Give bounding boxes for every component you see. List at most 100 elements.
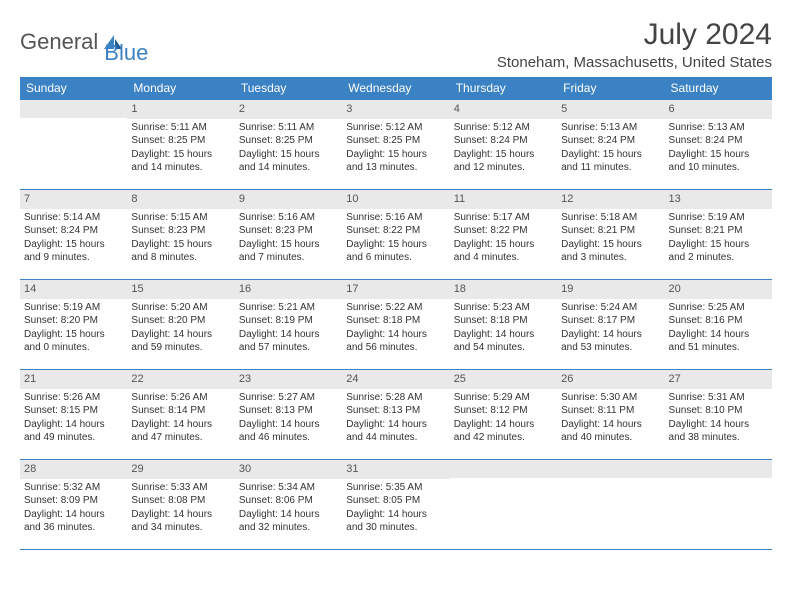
day-number: 27 [665, 370, 772, 389]
sunset-text: Sunset: 8:24 PM [454, 134, 553, 148]
sunset-text: Sunset: 8:24 PM [669, 134, 768, 148]
day-number: 15 [127, 280, 234, 299]
day-body: Sunrise: 5:19 AMSunset: 8:21 PMDaylight:… [665, 209, 772, 271]
calendar-day-cell: 2Sunrise: 5:11 AMSunset: 8:25 PMDaylight… [235, 100, 342, 190]
sunset-text: Sunset: 8:12 PM [454, 404, 553, 418]
sunrise-text: Sunrise: 5:35 AM [346, 481, 445, 495]
calendar-day-cell: 12Sunrise: 5:18 AMSunset: 8:21 PMDayligh… [557, 190, 664, 280]
daylight-text: Daylight: 15 hours and 10 minutes. [669, 148, 768, 175]
day-body: Sunrise: 5:16 AMSunset: 8:23 PMDaylight:… [235, 209, 342, 271]
daylight-text: Daylight: 15 hours and 0 minutes. [24, 328, 123, 355]
sunrise-text: Sunrise: 5:27 AM [239, 391, 338, 405]
sunset-text: Sunset: 8:09 PM [24, 494, 123, 508]
daylight-text: Daylight: 14 hours and 34 minutes. [131, 508, 230, 535]
sunrise-text: Sunrise: 5:12 AM [346, 121, 445, 135]
sunrise-text: Sunrise: 5:26 AM [131, 391, 230, 405]
daylight-text: Daylight: 15 hours and 11 minutes. [561, 148, 660, 175]
daylight-text: Daylight: 14 hours and 59 minutes. [131, 328, 230, 355]
sunset-text: Sunset: 8:10 PM [669, 404, 768, 418]
sunset-text: Sunset: 8:11 PM [561, 404, 660, 418]
calendar-day-cell: 7Sunrise: 5:14 AMSunset: 8:24 PMDaylight… [20, 190, 127, 280]
day-number: 17 [342, 280, 449, 299]
calendar-day-cell: 30Sunrise: 5:34 AMSunset: 8:06 PMDayligh… [235, 460, 342, 550]
day-body: Sunrise: 5:22 AMSunset: 8:18 PMDaylight:… [342, 299, 449, 361]
day-body: Sunrise: 5:33 AMSunset: 8:08 PMDaylight:… [127, 479, 234, 541]
sunrise-text: Sunrise: 5:20 AM [131, 301, 230, 315]
calendar-day-cell: 5Sunrise: 5:13 AMSunset: 8:24 PMDaylight… [557, 100, 664, 190]
sunrise-text: Sunrise: 5:24 AM [561, 301, 660, 315]
sunrise-text: Sunrise: 5:16 AM [239, 211, 338, 225]
weekday-header: Saturday [665, 77, 772, 100]
day-body: Sunrise: 5:27 AMSunset: 8:13 PMDaylight:… [235, 389, 342, 451]
daylight-text: Daylight: 15 hours and 14 minutes. [131, 148, 230, 175]
sunrise-text: Sunrise: 5:19 AM [24, 301, 123, 315]
calendar-day-cell: 28Sunrise: 5:32 AMSunset: 8:09 PMDayligh… [20, 460, 127, 550]
sunset-text: Sunset: 8:05 PM [346, 494, 445, 508]
weekday-header: Wednesday [342, 77, 449, 100]
sunrise-text: Sunrise: 5:26 AM [24, 391, 123, 405]
sunset-text: Sunset: 8:15 PM [24, 404, 123, 418]
day-number: 30 [235, 460, 342, 479]
logo-text-blue: Blue [104, 40, 148, 66]
day-body: Sunrise: 5:19 AMSunset: 8:20 PMDaylight:… [20, 299, 127, 361]
sunrise-text: Sunrise: 5:21 AM [239, 301, 338, 315]
sunset-text: Sunset: 8:18 PM [454, 314, 553, 328]
calendar-day-cell: 24Sunrise: 5:28 AMSunset: 8:13 PMDayligh… [342, 370, 449, 460]
sunset-text: Sunset: 8:23 PM [239, 224, 338, 238]
day-number [20, 100, 127, 118]
day-body: Sunrise: 5:34 AMSunset: 8:06 PMDaylight:… [235, 479, 342, 541]
daylight-text: Daylight: 14 hours and 44 minutes. [346, 418, 445, 445]
sunrise-text: Sunrise: 5:34 AM [239, 481, 338, 495]
weekday-header: Thursday [450, 77, 557, 100]
calendar-day-cell: 9Sunrise: 5:16 AMSunset: 8:23 PMDaylight… [235, 190, 342, 280]
day-body: Sunrise: 5:24 AMSunset: 8:17 PMDaylight:… [557, 299, 664, 361]
day-number: 12 [557, 190, 664, 209]
day-number: 28 [20, 460, 127, 479]
sunset-text: Sunset: 8:21 PM [669, 224, 768, 238]
calendar-week-row: 14Sunrise: 5:19 AMSunset: 8:20 PMDayligh… [20, 280, 772, 370]
daylight-text: Daylight: 14 hours and 56 minutes. [346, 328, 445, 355]
calendar-day-cell: 4Sunrise: 5:12 AMSunset: 8:24 PMDaylight… [450, 100, 557, 190]
day-body: Sunrise: 5:35 AMSunset: 8:05 PMDaylight:… [342, 479, 449, 541]
calendar-week-row: 1Sunrise: 5:11 AMSunset: 8:25 PMDaylight… [20, 100, 772, 190]
calendar-day-cell: 3Sunrise: 5:12 AMSunset: 8:25 PMDaylight… [342, 100, 449, 190]
daylight-text: Daylight: 15 hours and 2 minutes. [669, 238, 768, 265]
sunset-text: Sunset: 8:16 PM [669, 314, 768, 328]
day-number: 21 [20, 370, 127, 389]
weekday-header: Sunday [20, 77, 127, 100]
daylight-text: Daylight: 14 hours and 42 minutes. [454, 418, 553, 445]
daylight-text: Daylight: 14 hours and 40 minutes. [561, 418, 660, 445]
day-body: Sunrise: 5:15 AMSunset: 8:23 PMDaylight:… [127, 209, 234, 271]
day-number: 6 [665, 100, 772, 119]
calendar-day-cell: 6Sunrise: 5:13 AMSunset: 8:24 PMDaylight… [665, 100, 772, 190]
day-number: 26 [557, 370, 664, 389]
sunset-text: Sunset: 8:20 PM [131, 314, 230, 328]
calendar-day-cell: 14Sunrise: 5:19 AMSunset: 8:20 PMDayligh… [20, 280, 127, 370]
daylight-text: Daylight: 14 hours and 54 minutes. [454, 328, 553, 355]
day-number: 9 [235, 190, 342, 209]
sunrise-text: Sunrise: 5:18 AM [561, 211, 660, 225]
day-number: 1 [127, 100, 234, 119]
sunset-text: Sunset: 8:23 PM [131, 224, 230, 238]
day-number [557, 460, 664, 478]
calendar-week-row: 21Sunrise: 5:26 AMSunset: 8:15 PMDayligh… [20, 370, 772, 460]
daylight-text: Daylight: 15 hours and 3 minutes. [561, 238, 660, 265]
day-body: Sunrise: 5:13 AMSunset: 8:24 PMDaylight:… [557, 119, 664, 181]
day-body: Sunrise: 5:25 AMSunset: 8:16 PMDaylight:… [665, 299, 772, 361]
daylight-text: Daylight: 14 hours and 47 minutes. [131, 418, 230, 445]
sunrise-text: Sunrise: 5:31 AM [669, 391, 768, 405]
day-number: 22 [127, 370, 234, 389]
month-title: July 2024 [497, 18, 772, 52]
day-number: 25 [450, 370, 557, 389]
day-body [557, 478, 664, 486]
daylight-text: Daylight: 14 hours and 49 minutes. [24, 418, 123, 445]
daylight-text: Daylight: 15 hours and 8 minutes. [131, 238, 230, 265]
day-number: 29 [127, 460, 234, 479]
header: General Blue July 2024 Stoneham, Massach… [20, 18, 772, 71]
daylight-text: Daylight: 15 hours and 12 minutes. [454, 148, 553, 175]
sunrise-text: Sunrise: 5:19 AM [669, 211, 768, 225]
day-body [450, 478, 557, 486]
weekday-header: Friday [557, 77, 664, 100]
calendar-day-cell: 11Sunrise: 5:17 AMSunset: 8:22 PMDayligh… [450, 190, 557, 280]
calendar-day-cell [557, 460, 664, 550]
